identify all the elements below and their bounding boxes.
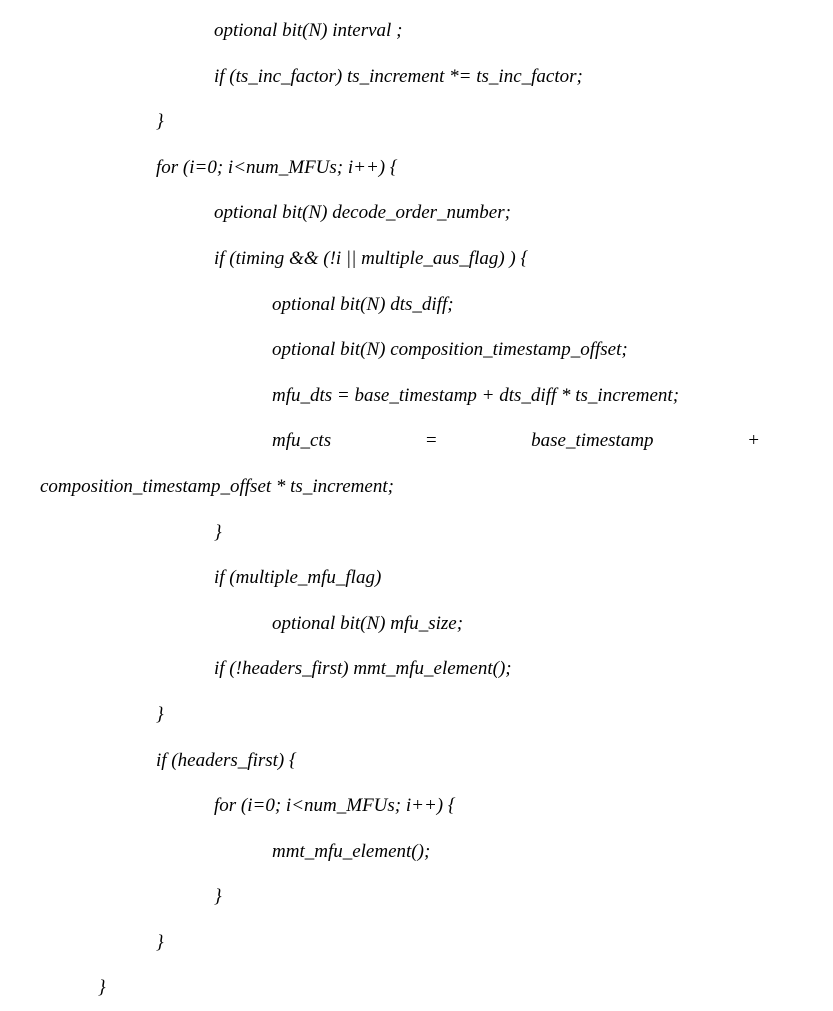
code-line: optional bit(N) dts_diff; — [40, 282, 793, 328]
code-line: optional bit(N) composition_timestamp_of… — [40, 327, 793, 373]
code-token: + — [747, 418, 760, 464]
code-line: } — [40, 874, 793, 920]
code-line: optional bit(N) interval ; — [40, 8, 793, 54]
code-line: } — [40, 692, 793, 738]
code-line: } — [40, 510, 793, 556]
code-line: } — [40, 99, 793, 145]
code-line: } — [40, 920, 793, 966]
code-line: if (multiple_mfu_flag) — [40, 555, 793, 601]
code-line: } — [40, 965, 793, 1011]
code-line: optional bit(N) mfu_size; — [40, 601, 793, 647]
code-line-justified: mfu_cts = base_timestamp + — [40, 418, 793, 464]
code-line: if (headers_first) { — [40, 738, 793, 784]
code-token: = — [425, 418, 438, 464]
code-token: base_timestamp — [531, 418, 653, 464]
code-line: for (i=0; i<num_MFUs; i++) { — [40, 145, 793, 191]
code-block: optional bit(N) interval ;if (ts_inc_fac… — [40, 8, 793, 1011]
code-line: mfu_dts = base_timestamp + dts_diff * ts… — [40, 373, 793, 419]
code-token: mfu_cts — [272, 418, 331, 464]
code-line: for (i=0; i<num_MFUs; i++) { — [40, 783, 793, 829]
code-line: if (timing && (!i || multiple_aus_flag) … — [40, 236, 793, 282]
code-line: optional bit(N) decode_order_number; — [40, 190, 793, 236]
code-line: if (!headers_first) mmt_mfu_element(); — [40, 646, 793, 692]
code-line-continuation: composition_timestamp_offset * ts_increm… — [40, 464, 793, 510]
code-line: if (ts_inc_factor) ts_increment *= ts_in… — [40, 54, 793, 100]
code-line: mmt_mfu_element(); — [40, 829, 793, 875]
